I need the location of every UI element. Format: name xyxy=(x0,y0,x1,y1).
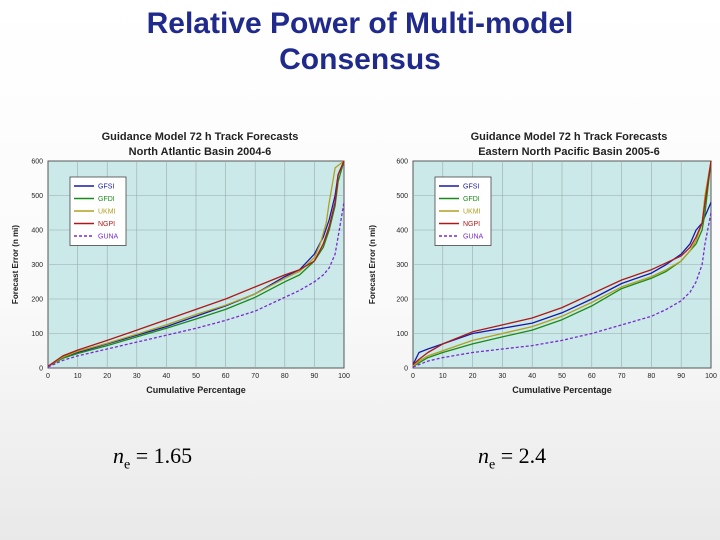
series-line-gfdi xyxy=(412,160,712,367)
x-tick-label: 80 xyxy=(648,373,656,380)
x-tick-label: 40 xyxy=(163,373,171,380)
series-line-ngpi xyxy=(412,160,712,366)
y-axis-label: Forecast Error (n mi) xyxy=(368,225,377,304)
y-tick-label: 500 xyxy=(396,193,408,200)
x-axis-label: Cumulative Percentage xyxy=(146,385,246,395)
x-tick-label: 10 xyxy=(439,373,447,380)
y-tick-label: 0 xyxy=(404,366,408,373)
x-tick-label: 90 xyxy=(311,373,319,380)
series-line-guna xyxy=(47,202,345,368)
ne-value: = 2.4 xyxy=(495,443,547,468)
ne-annotation-right: ne = 2.4 xyxy=(478,443,546,473)
series-line-ukmi xyxy=(47,160,345,367)
slide-title-line-1: Relative Power of Multi-model xyxy=(146,7,574,40)
series-line-gfdi xyxy=(47,160,345,367)
y-tick-label: 200 xyxy=(396,297,408,304)
y-tick-label: 100 xyxy=(31,331,43,338)
x-axis-label: Cumulative Percentage xyxy=(512,385,612,395)
slide-title: Relative Power of Multi-model Consensus xyxy=(0,6,720,78)
x-tick-label: 10 xyxy=(74,373,82,380)
chart-subtitle: North Atlantic Basin 2004-6 xyxy=(129,146,272,158)
x-tick-label: 60 xyxy=(588,373,596,380)
legend-label-gfdi: GFDI xyxy=(463,196,480,203)
series-line-ngpi xyxy=(47,160,345,367)
x-tick-label: 20 xyxy=(469,373,477,380)
chart-subtitle: Eastern North Pacific Basin 2005-6 xyxy=(478,146,660,158)
series-line-guna xyxy=(412,212,712,368)
x-tick-label: 0 xyxy=(46,373,50,380)
y-tick-label: 0 xyxy=(39,366,43,373)
legend-label-gfdi: GFDI xyxy=(98,196,115,203)
ne-symbol: n xyxy=(113,443,124,468)
x-tick-label: 30 xyxy=(133,373,141,380)
x-tick-label: 50 xyxy=(192,373,200,380)
y-tick-label: 400 xyxy=(31,228,43,235)
ne-subscript: e xyxy=(124,457,131,473)
ne-annotation-left: ne = 1.65 xyxy=(113,443,192,473)
x-tick-label: 70 xyxy=(251,373,259,380)
y-tick-label: 500 xyxy=(31,193,43,200)
x-tick-label: 0 xyxy=(411,373,415,380)
legend-label-guna: GUNA xyxy=(98,234,119,241)
y-tick-label: 600 xyxy=(31,159,43,166)
y-tick-label: 400 xyxy=(396,228,408,235)
ne-subscript: e xyxy=(489,457,496,473)
y-tick-label: 100 xyxy=(396,331,408,338)
x-tick-label: 70 xyxy=(618,373,626,380)
x-tick-label: 60 xyxy=(222,373,230,380)
y-tick-label: 200 xyxy=(31,297,43,304)
x-tick-label: 80 xyxy=(281,373,289,380)
ne-value: = 1.65 xyxy=(130,443,193,468)
slide-title-line-2: Consensus xyxy=(279,43,441,76)
x-tick-label: 40 xyxy=(528,373,536,380)
legend-label-guna: GUNA xyxy=(463,234,484,241)
y-axis-label: Forecast Error (n mi) xyxy=(11,225,20,304)
legend-label-ngpi: NGPI xyxy=(98,221,115,228)
x-tick-label: 100 xyxy=(705,373,717,380)
legend-label-ukmi: UKMI xyxy=(98,209,116,216)
series-line-ukmi xyxy=(412,160,712,367)
y-tick-label: 300 xyxy=(31,262,43,269)
chart-title: Guidance Model 72 h Track Forecasts xyxy=(102,131,299,143)
y-tick-label: 600 xyxy=(396,159,408,166)
chart-title: Guidance Model 72 h Track Forecasts xyxy=(471,131,668,143)
x-tick-label: 30 xyxy=(499,373,507,380)
legend-label-ngpi: NGPI xyxy=(463,221,480,228)
x-tick-label: 20 xyxy=(103,373,111,380)
north-atlantic-chart: Guidance Model 72 h Track Forecasts North… xyxy=(11,131,350,395)
east-pacific-chart: Guidance Model 72 h Track Forecasts Easte… xyxy=(368,131,717,395)
legend-label-gfsi: GFSI xyxy=(98,184,114,191)
legend-label-gfsi: GFSI xyxy=(463,184,479,191)
x-tick-label: 50 xyxy=(558,373,566,380)
x-tick-label: 100 xyxy=(338,373,350,380)
y-tick-label: 300 xyxy=(396,262,408,269)
legend-label-ukmi: UKMI xyxy=(463,209,481,216)
x-tick-label: 90 xyxy=(677,373,685,380)
ne-symbol: n xyxy=(478,443,489,468)
